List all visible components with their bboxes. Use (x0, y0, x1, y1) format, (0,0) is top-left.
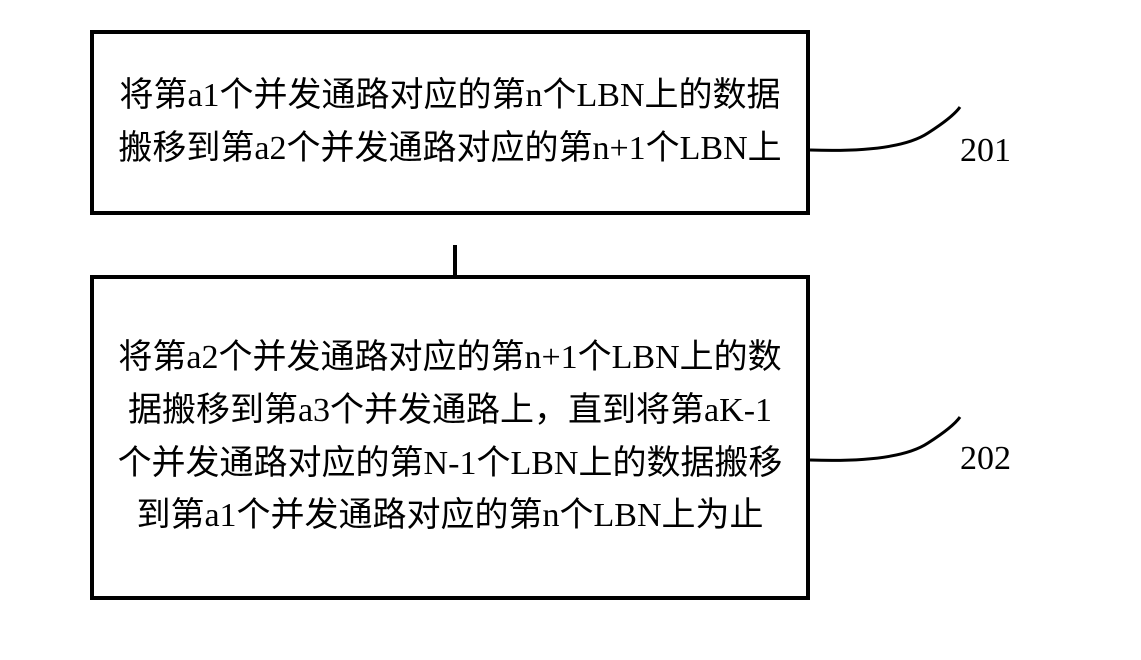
step-label-201: 201 (960, 132, 1011, 170)
flowchart-step-2: 将第a2个并发通路对应的第n+1个LBN上的数据搬移到第a3个并发通路上，直到将… (90, 275, 810, 600)
connector-201 (808, 105, 968, 175)
flowchart-step-1: 将第a1个并发通路对应的第n个LBN上的数据搬移到第a2个并发通路对应的第n+1… (90, 30, 810, 215)
flowchart-container: 将第a1个并发通路对应的第n个LBN上的数据搬移到第a2个并发通路对应的第n+1… (90, 30, 1050, 600)
step-1-text: 将第a1个并发通路对应的第n个LBN上的数据搬移到第a2个并发通路对应的第n+1… (114, 70, 786, 175)
step-label-202: 202 (960, 440, 1011, 478)
connector-202 (808, 415, 968, 485)
step-2-text: 将第a2个并发通路对应的第n+1个LBN上的数据搬移到第a3个并发通路上，直到将… (114, 332, 786, 543)
